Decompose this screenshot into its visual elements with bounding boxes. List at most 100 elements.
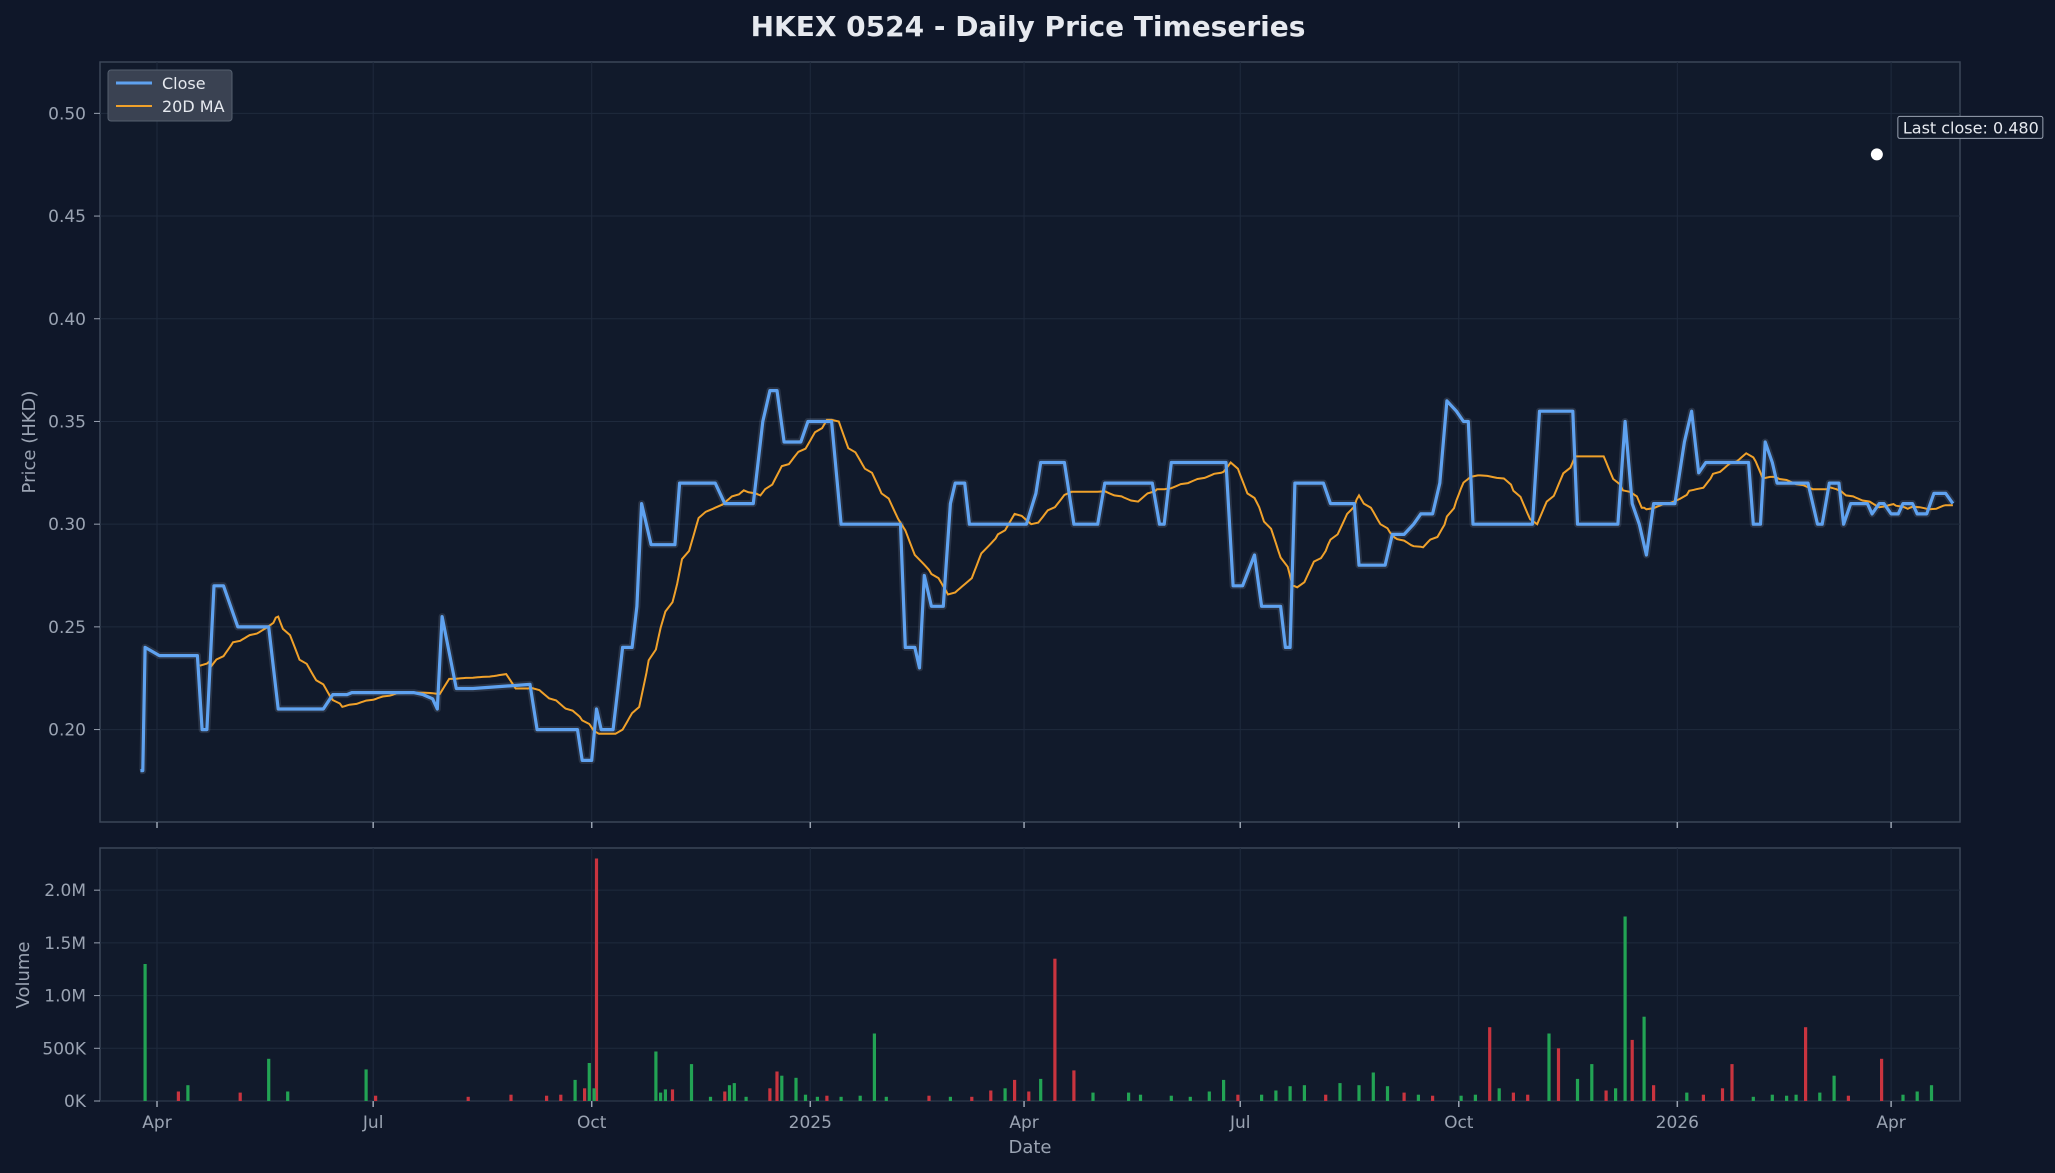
volume-bar xyxy=(1832,1075,1836,1101)
series-line-close xyxy=(140,389,1955,773)
series-line-20d-ma xyxy=(199,418,1953,735)
volume-xtick-label: Jul xyxy=(1229,1113,1251,1133)
volume-bars xyxy=(143,858,1934,1101)
volume-xtick-label: Apr xyxy=(1876,1113,1905,1133)
legend-label-ma: 20D MA xyxy=(162,97,225,116)
volume-ytick-label: 1.5M xyxy=(44,934,86,954)
volume-xtick-label: Jul xyxy=(362,1113,384,1133)
volume-y-axis-label: Volume xyxy=(13,942,34,1009)
volume-xtick-label: Oct xyxy=(577,1113,607,1133)
volume-xtick-label: Apr xyxy=(142,1113,171,1133)
price-panel: 0.20 0.25 0.30 0.35 0.40 0.45 0.50 Price (HKD)… xyxy=(19,61,2044,828)
volume-bar xyxy=(1590,1064,1594,1101)
chart-title: HKEX 0524 - Daily Price Timeseries xyxy=(751,10,1306,43)
volume-bar xyxy=(727,1085,732,1101)
volume-bar xyxy=(267,1058,271,1101)
volume-bar xyxy=(872,1033,876,1101)
volume-ytick-label: 1.0M xyxy=(44,987,86,1007)
volume-bar xyxy=(948,1096,952,1101)
volume-bar xyxy=(1652,1085,1656,1101)
volume-bar xyxy=(1488,1027,1492,1101)
volume-panel: 0K 500K 1.0M 1.5M 2.0M Apr Jul Oct 2025 Apr Jul Oc… xyxy=(13,847,1961,1158)
volume-xtick-label: Oct xyxy=(1444,1113,1474,1133)
volume-bar xyxy=(1274,1090,1278,1101)
volume-bar xyxy=(1222,1079,1226,1101)
volume-bar xyxy=(1236,1094,1240,1101)
volume-bar xyxy=(1720,1088,1725,1101)
price-x-ticks xyxy=(156,822,1892,828)
price-y-ticks: 0.20 0.25 0.30 0.35 0.40 0.45 0.50 xyxy=(48,104,100,741)
volume-bar xyxy=(1402,1092,1406,1101)
volume-bar xyxy=(1770,1094,1774,1101)
volume-bar xyxy=(1371,1072,1375,1101)
last-close-marker xyxy=(1870,148,1883,161)
volume-bar xyxy=(1915,1091,1919,1101)
volume-xtick-label: 2025 xyxy=(789,1113,832,1133)
volume-bar xyxy=(825,1095,829,1101)
volume-bar xyxy=(592,1088,596,1101)
volume-bar xyxy=(1547,1033,1551,1101)
volume-bar xyxy=(1288,1086,1292,1101)
volume-bar xyxy=(186,1085,190,1101)
volume-y-ticks: 0K 500K 1.0M 1.5M 2.0M xyxy=(42,881,100,1112)
volume-bar xyxy=(466,1096,470,1101)
volume-bar xyxy=(858,1095,862,1101)
price-ytick-label: 0.35 xyxy=(48,412,86,432)
volume-bar xyxy=(1072,1070,1076,1101)
volume-bar xyxy=(670,1089,675,1101)
price-ytick-label: 0.30 xyxy=(48,515,86,535)
volume-bar xyxy=(884,1096,888,1101)
volume-bar xyxy=(775,1071,779,1101)
volume-bar xyxy=(1730,1064,1734,1101)
volume-bar xyxy=(1324,1094,1328,1101)
volume-xtick-label: 2026 xyxy=(1656,1113,1699,1133)
volume-bar xyxy=(1260,1094,1264,1101)
volume-bar xyxy=(1685,1092,1689,1101)
volume-bar xyxy=(1818,1092,1822,1101)
last-close-annotation: Last close: 0.480 xyxy=(1870,115,2044,161)
volume-bar xyxy=(708,1096,713,1101)
volume-bar xyxy=(1338,1083,1342,1101)
volume-bar xyxy=(1701,1094,1705,1101)
volume-bar xyxy=(545,1095,549,1101)
volume-bar xyxy=(1785,1095,1789,1101)
volume-ytick-label: 500K xyxy=(42,1039,86,1059)
price-ytick-label: 0.45 xyxy=(48,207,86,227)
volume-bar xyxy=(989,1090,993,1101)
volume-bar xyxy=(689,1064,694,1101)
volume-bar xyxy=(1003,1088,1007,1101)
volume-bar xyxy=(1794,1094,1798,1101)
volume-bar xyxy=(583,1088,587,1101)
price-lines xyxy=(140,389,1955,773)
volume-bar xyxy=(1511,1092,1515,1101)
volume-x-ticks: Apr Jul Oct 2025 Apr Jul Oct 2026 Apr xyxy=(142,1101,1906,1133)
volume-bar xyxy=(1039,1078,1043,1101)
volume-bar xyxy=(768,1088,772,1101)
volume-bar xyxy=(1169,1095,1173,1101)
volume-bar xyxy=(559,1094,563,1101)
volume-xtick-label: Apr xyxy=(1009,1113,1038,1133)
volume-bar xyxy=(744,1096,748,1101)
legend-label-close: Close xyxy=(162,74,206,93)
volume-bar xyxy=(1901,1094,1905,1101)
volume-bar xyxy=(1459,1095,1463,1101)
volume-bar xyxy=(374,1095,378,1101)
volume-bar xyxy=(732,1083,736,1101)
volume-bar xyxy=(659,1092,663,1101)
volume-bar xyxy=(723,1091,727,1101)
volume-bar xyxy=(1127,1092,1131,1101)
volume-bar xyxy=(1497,1088,1501,1101)
volume-bar xyxy=(654,1051,658,1101)
volume-bar xyxy=(594,858,599,1101)
volume-bar xyxy=(1929,1085,1934,1101)
volume-bar xyxy=(780,1075,784,1101)
volume-bar xyxy=(1642,1016,1646,1101)
volume-bar xyxy=(803,1094,808,1101)
volume-bar xyxy=(1623,916,1627,1101)
volume-bar xyxy=(1526,1094,1530,1101)
volume-bar xyxy=(1880,1058,1884,1101)
price-panel-frame xyxy=(99,61,1961,823)
volume-bar xyxy=(1053,958,1057,1101)
volume-bar xyxy=(1027,1091,1031,1101)
